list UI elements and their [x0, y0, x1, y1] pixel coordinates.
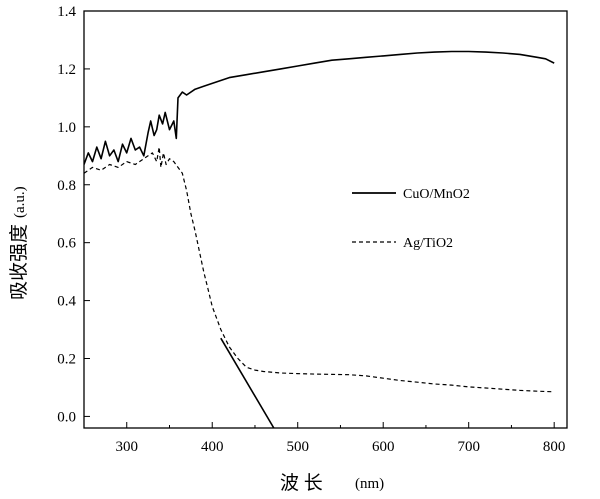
y-axis-title: 吸收强度: [8, 224, 30, 300]
plot-border: [83, 10, 568, 429]
series-line-2: [84, 146, 555, 393]
y-tick-label: 1.0: [57, 120, 76, 136]
x-tick-label: 600: [372, 439, 395, 455]
ticks-layer: 300 400 500 600 700 800 0.0 0.2 0.4 0.6 0.8 1.0 1.2 1…: [57, 4, 565, 455]
x-tick-label: 800: [543, 439, 566, 455]
y-tick-label: 0.8: [57, 178, 76, 194]
y-axis-unit: (a.u.): [12, 186, 28, 218]
x-axis-unit: (nm): [355, 476, 384, 492]
y-tick-label: 1.2: [57, 62, 76, 78]
y-tick-label: 0.0: [57, 409, 76, 425]
legend-label: CuO/MnO2: [403, 187, 470, 202]
x-tick-label: 500: [286, 439, 309, 455]
series-line-3: [220, 337, 275, 428]
legend-label: Ag/TiO2: [403, 236, 453, 251]
y-tick-label: 0.2: [57, 352, 76, 368]
axis-titles: 波 长 (nm) 吸收强度 (a.u.): [8, 186, 384, 494]
y-tick-label: 0.6: [57, 236, 76, 252]
y-tick-label: 0.4: [57, 294, 76, 310]
legend: CuO/MnO2 Ag/TiO2: [352, 187, 470, 251]
x-axis-title: 波 长: [280, 472, 323, 494]
series-layer: [84, 50, 555, 428]
x-tick-label: 400: [201, 439, 224, 455]
series-line-1: [84, 50, 555, 165]
plot-frame: [83, 10, 568, 429]
x-tick-label: 700: [457, 439, 480, 455]
x-tick-label: 300: [115, 439, 138, 455]
y-tick-label: 1.4: [57, 4, 76, 20]
